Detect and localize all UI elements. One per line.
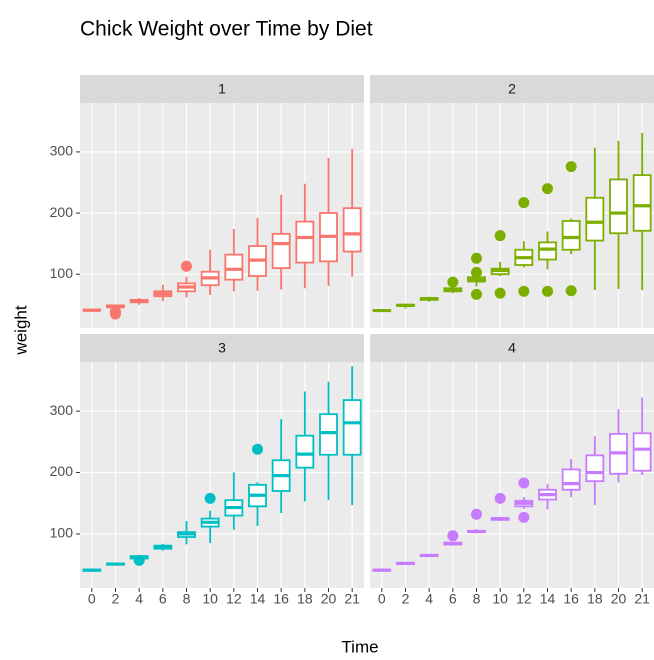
x-tick-label: 10 (202, 591, 218, 607)
strip (80, 75, 364, 103)
x-tick-label: 10 (492, 591, 508, 607)
y-tick-label: 300 (50, 402, 74, 418)
box (561, 220, 581, 251)
box (271, 232, 291, 269)
x-tick-label: 14 (250, 591, 266, 607)
strip (80, 334, 364, 362)
box (609, 178, 628, 235)
x-tick-label: 16 (563, 591, 579, 607)
box (561, 468, 581, 491)
outlier (565, 285, 577, 297)
x-tick-label: 2 (402, 591, 410, 607)
y-tick-label: 200 (50, 463, 74, 479)
outlier (518, 477, 530, 489)
x-tick-label: 8 (473, 591, 481, 607)
y-tick-label: 300 (50, 143, 74, 159)
y-axis-label: weight (11, 305, 30, 355)
x-tick-label: 0 (88, 591, 96, 607)
outlier (447, 276, 459, 288)
y-tick-label: 100 (50, 525, 74, 541)
box (342, 207, 362, 253)
strip-label: 2 (508, 81, 516, 97)
panel (370, 362, 654, 588)
box (295, 220, 315, 264)
outlier (110, 305, 121, 317)
y-tick-label: 200 (50, 204, 74, 220)
outlier (447, 530, 459, 542)
box (538, 241, 557, 261)
outlier (471, 508, 482, 520)
x-tick-label: 6 (159, 591, 167, 607)
outlier (494, 492, 506, 504)
strip-label: 4 (508, 340, 516, 356)
strip-label: 3 (218, 340, 226, 356)
outlier (133, 554, 145, 566)
strip-label: 1 (218, 81, 226, 97)
outlier (565, 161, 577, 173)
x-tick-label: 16 (273, 591, 289, 607)
x-tick-label: 6 (449, 591, 457, 607)
outlier (494, 287, 506, 299)
outlier (518, 197, 530, 209)
strip (370, 75, 654, 103)
x-tick-label: 12 (226, 591, 242, 607)
chart-title: Chick Weight over Time by Diet (80, 18, 373, 41)
panel (80, 362, 364, 588)
strip (370, 334, 654, 362)
outlier (542, 285, 553, 297)
outlier (518, 511, 530, 523)
panel (370, 103, 654, 328)
box (295, 434, 315, 469)
outlier (252, 443, 263, 455)
outlier (471, 252, 482, 264)
x-tick-label: 21 (634, 591, 650, 607)
x-tick-label: 20 (321, 591, 337, 607)
box (632, 174, 652, 232)
x-axis-label: Time (341, 637, 378, 656)
box (342, 399, 362, 456)
x-tick-label: 18 (297, 591, 313, 607)
box (585, 454, 605, 483)
x-tick-label: 4 (135, 591, 143, 607)
box (319, 413, 338, 456)
outlier (204, 492, 216, 504)
outlier (181, 260, 192, 272)
y-tick-label: 100 (50, 265, 74, 281)
outlier (471, 288, 482, 300)
panel (80, 103, 364, 328)
x-tick-label: 2 (112, 591, 120, 607)
box (632, 432, 652, 472)
box (224, 253, 244, 281)
x-tick-label: 14 (540, 591, 556, 607)
outlier (471, 266, 482, 278)
x-tick-label: 8 (183, 591, 191, 607)
x-tick-label: 4 (425, 591, 433, 607)
x-tick-label: 20 (611, 591, 627, 607)
x-tick-label: 12 (516, 591, 532, 607)
outlier (542, 183, 553, 195)
box (585, 196, 605, 242)
x-tick-label: 21 (344, 591, 360, 607)
x-tick-label: 0 (378, 591, 386, 607)
x-tick-label: 18 (587, 591, 603, 607)
outlier (518, 285, 530, 297)
outlier (494, 230, 506, 242)
